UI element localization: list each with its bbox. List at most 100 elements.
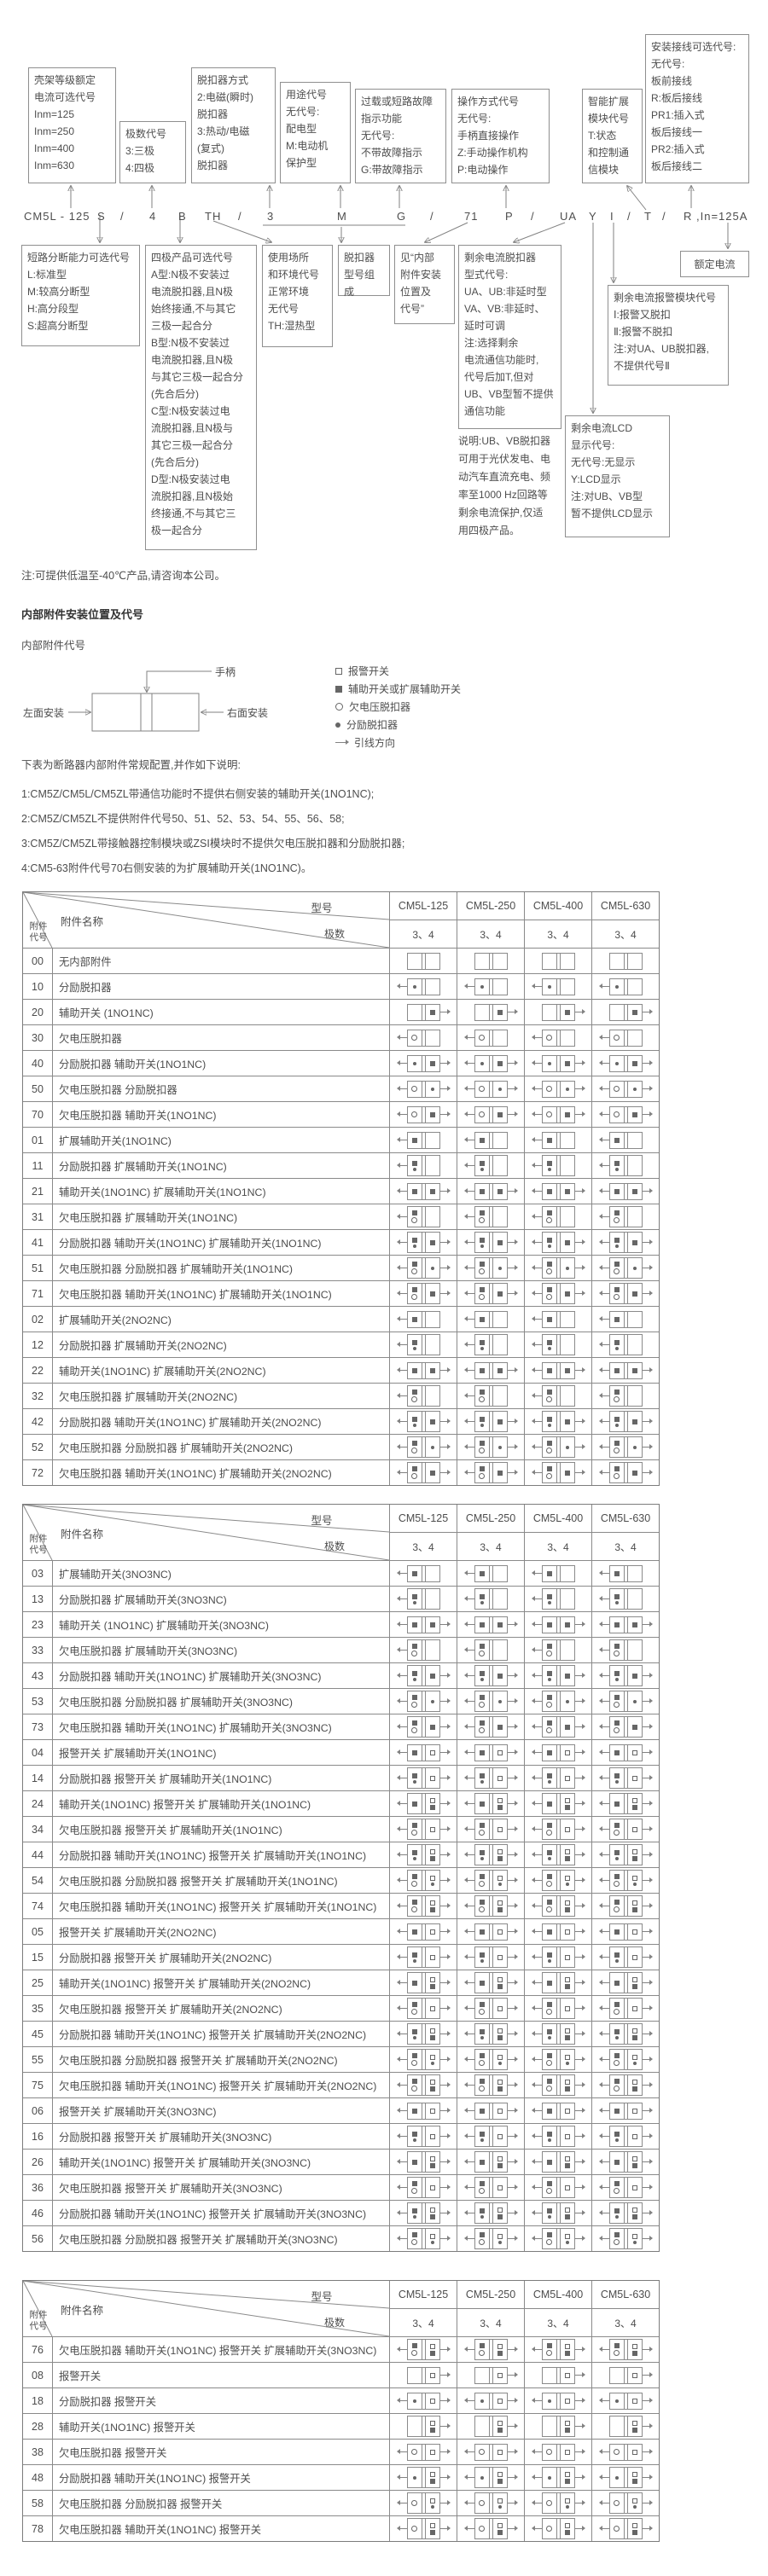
undervoltage-release-icon: [546, 1086, 552, 1092]
mount-diagram: [531, 2049, 585, 2070]
poles-value: 3、4: [390, 2308, 457, 2336]
diagram-cell: [457, 1256, 524, 1280]
lead-arrow-right-icon: [642, 1111, 653, 1117]
aux-switch-icon: [411, 2108, 417, 2114]
aux-switch-icon: [479, 1622, 485, 1627]
breaker-outline: [406, 1310, 440, 1328]
mount-diagram: [598, 1462, 653, 1483]
diagram-cell: [457, 1561, 524, 1586]
accessory-name-cell: 欠电压脱扣器 辅助开关(1NO1NC) 扩展辅助开关(3NO3NC): [52, 1714, 389, 1739]
aux-switch-icon: [564, 2350, 570, 2356]
alarm-switch-icon: [564, 1900, 570, 1906]
mount-diagram: [531, 1385, 585, 1407]
breaker-outline: [541, 2518, 575, 2539]
alarm-switch-icon: [497, 1976, 503, 1982]
diagram-cell: [524, 2440, 591, 2464]
aux-switch-icon: [631, 2086, 637, 2092]
diagram-cell: [457, 1740, 524, 1765]
mount-diagram: [463, 1639, 517, 1661]
diagram-cell: [389, 1868, 457, 1893]
lead-arrow-left-icon: [463, 2108, 474, 2113]
aux-switch-icon: [546, 1593, 552, 1599]
shunt-release-icon: [412, 2214, 416, 2219]
lead-arrow-left-icon: [598, 1596, 609, 1601]
accessory-name-cell: 欠电压脱扣器 扩展辅助开关(1NO1NC): [52, 1204, 389, 1229]
handle-slot: [623, 1386, 628, 1406]
aux-switch-icon: [429, 1239, 435, 1245]
accessory-code-cell: 45: [32, 2028, 44, 2040]
lead-arrow-left-icon: [396, 2108, 407, 2113]
table-row: 55 欠电压脱扣器 分励脱扣器 报警开关 扩展辅助开关(2NO2NC): [23, 2046, 659, 2072]
handle-slot: [488, 1923, 493, 1940]
diagram-compartment: [408, 2178, 422, 2197]
breaker-outline: [608, 2339, 643, 2360]
breaker-outline: [541, 1819, 575, 1840]
lead-arrow-right-icon: [439, 1060, 451, 1065]
diagram-compartment: [426, 2050, 439, 2069]
mount-diagram: [598, 1131, 652, 1149]
lead-arrow-right-icon: [507, 2057, 518, 2062]
breaker-outline: [474, 2366, 508, 2384]
alarm-switch-icon: [631, 1797, 637, 1803]
mount-diagram: [396, 1691, 451, 1712]
breaker-outline: [608, 2443, 643, 2461]
diagram-compartment: [493, 1973, 507, 1993]
diagram-compartment: [543, 1745, 556, 1761]
aux-switch-icon: [614, 1980, 620, 1986]
diagram-compartment: [628, 2368, 642, 2383]
lead-arrow-right-icon: [642, 2184, 653, 2190]
aux-switch-icon: [546, 2159, 552, 2165]
diagram-compartment: [475, 1924, 489, 1940]
diagram-compartment: [610, 1258, 624, 1278]
diagram-compartment: [493, 1666, 507, 1685]
lead-arrow-right-icon: [439, 1954, 451, 1959]
diagram-compartment: [610, 1082, 624, 1097]
alarm-switch-icon: [429, 2372, 435, 2378]
diagram-compartment: [628, 2024, 642, 2044]
handle-slot: [623, 1463, 628, 1482]
aux-switch-icon: [429, 1906, 435, 1912]
diagram-compartment: [543, 2368, 556, 2383]
handle-slot: [556, 2152, 561, 2172]
handle-slot: [488, 1207, 493, 1227]
diagram-compartment: [426, 1924, 439, 1940]
table-intro: 下表为断路器内部附件常规配置,并作如下说明:: [21, 759, 241, 771]
lead-arrow-left-icon: [598, 2184, 609, 2190]
lead-arrow-right-icon: [507, 1826, 518, 1831]
alarm-switch-icon: [429, 2207, 435, 2213]
diagram-cell: [457, 2022, 524, 2046]
mount-diagram: [531, 1155, 585, 1176]
mount-diagram: [598, 1665, 653, 1686]
shunt-release-icon: [412, 1346, 416, 1350]
breaker-outline: [608, 1743, 643, 1761]
diagram-compartment: [493, 2075, 507, 2095]
aux-switch-icon: [546, 1441, 552, 1446]
breaker-outline: [608, 1206, 643, 1227]
diagram-cell: [389, 2388, 457, 2413]
aux-switch-icon: [411, 2159, 417, 2165]
aux-switch-icon: [479, 1137, 485, 1143]
aux-switch-icon: [614, 1416, 620, 1422]
diagram-compartment: [493, 2416, 507, 2436]
lead-arrow-left-icon: [396, 1570, 407, 1575]
breaker-outline: [608, 2151, 643, 2173]
alarm-switch-icon: [631, 2449, 637, 2455]
mount-diagram: [396, 1334, 450, 1355]
mount-diagram: [396, 2151, 451, 2173]
aux-switch-icon: [411, 1720, 417, 1726]
aux-switch-icon: [546, 1952, 552, 1958]
handle-slot: [556, 1258, 561, 1278]
aux-switch-icon: [614, 2181, 620, 2186]
diagram-compartment: [543, 954, 556, 969]
mount-diagram: [396, 2228, 451, 2249]
mount-diagram: [396, 2467, 451, 2488]
breaker-outline: [541, 1411, 575, 1432]
aux-switch-icon: [479, 2208, 485, 2213]
breaker-outline: [608, 1588, 643, 1610]
lead-arrow-left-icon: [396, 1724, 407, 1729]
breaker-outline: [541, 1310, 575, 1328]
diagram-compartment: [475, 1284, 489, 1303]
diagram-compartment: [628, 1386, 642, 1406]
mount-diagram: [396, 1743, 451, 1761]
mount-diagram: [531, 1182, 585, 1200]
